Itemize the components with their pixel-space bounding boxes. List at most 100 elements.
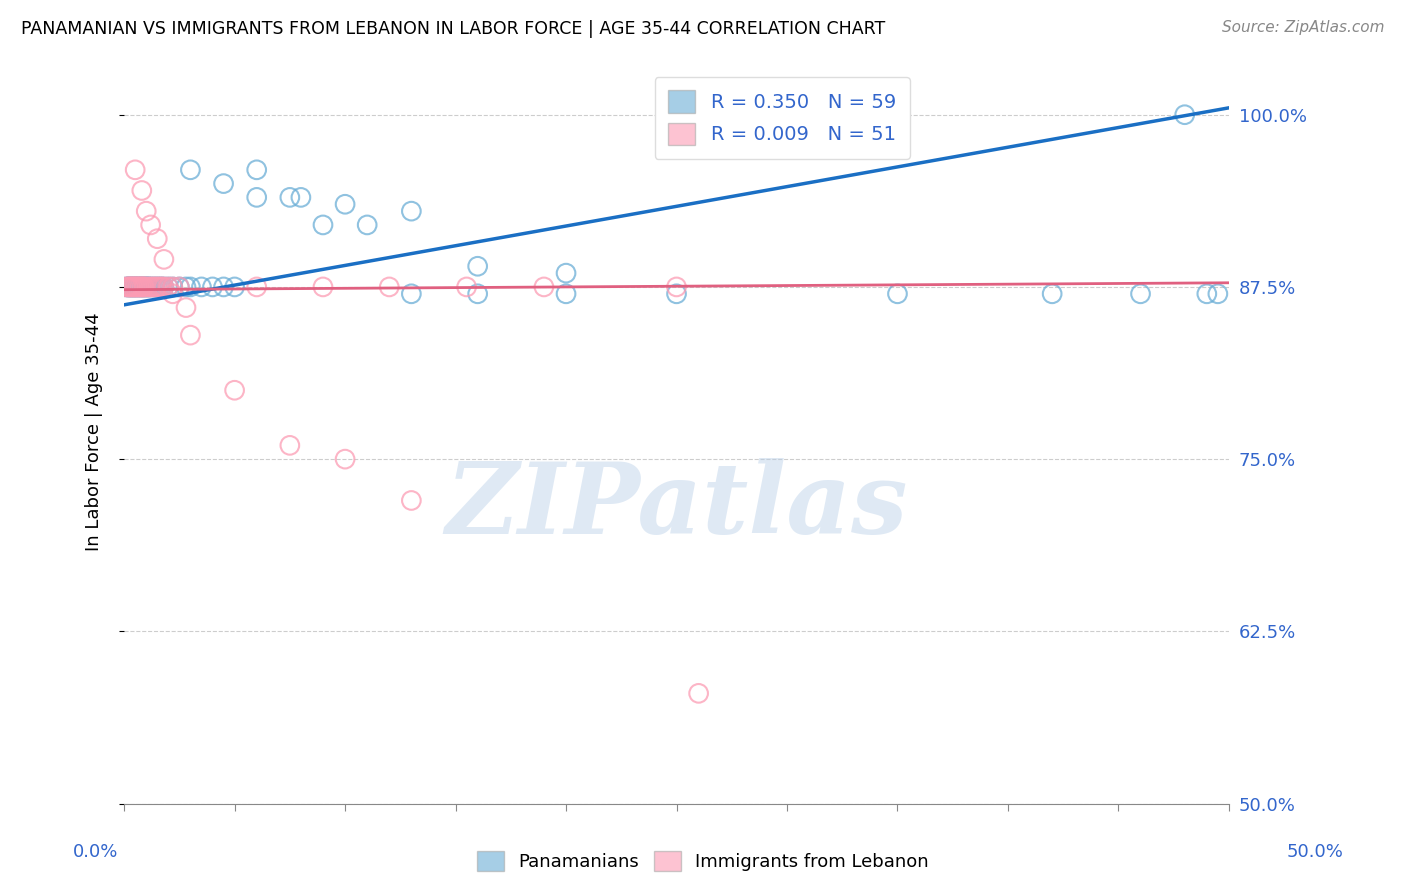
Point [124,280,146,294]
Point [153,280,176,294]
Point [131,184,153,198]
Point [128,280,150,294]
Point [162,280,184,294]
Point [124,280,146,294]
Point [124,162,146,177]
Point [131,280,153,294]
Point [246,162,269,177]
Point [132,280,155,294]
Point [138,280,160,294]
Point [124,280,146,294]
Point [278,438,301,452]
Point [117,280,139,294]
Point [143,280,166,294]
Text: 0.0%: 0.0% [73,843,118,861]
Text: Source: ZipAtlas.com: Source: ZipAtlas.com [1222,20,1385,35]
Point [356,218,378,232]
Text: PANAMANIAN VS IMMIGRANTS FROM LEBANON IN LABOR FORCE | AGE 35-44 CORRELATION CHA: PANAMANIAN VS IMMIGRANTS FROM LEBANON IN… [21,20,886,37]
Point [179,162,201,177]
Point [174,301,197,315]
Point [212,177,235,191]
Point [135,280,157,294]
Point [246,280,269,294]
Point [132,280,155,294]
Point [312,280,335,294]
Point [153,252,176,267]
Point [1174,108,1197,122]
Point [131,280,153,294]
Point [120,280,142,294]
Point [146,280,169,294]
Point [169,280,191,294]
Point [146,232,169,246]
Point [115,280,138,294]
Point [139,280,162,294]
Point [135,280,157,294]
Point [401,286,423,301]
Point [148,280,170,294]
Point [467,259,489,273]
Point [122,280,145,294]
Point [278,190,301,204]
Point [665,286,688,301]
Point [1206,286,1229,301]
Point [162,280,184,294]
Point [124,280,146,294]
Point [135,280,157,294]
Point [153,280,176,294]
Point [127,280,149,294]
Point [157,280,180,294]
Point [1129,286,1152,301]
Point [146,280,169,294]
Point [117,280,139,294]
Point [212,280,235,294]
Point [117,280,139,294]
Point [135,204,157,219]
Point [224,383,246,397]
Point [533,280,555,294]
Point [169,280,191,294]
Point [115,280,138,294]
Point [120,280,142,294]
Point [179,280,201,294]
Point [401,493,423,508]
Point [179,328,201,343]
Point [201,280,224,294]
Point [174,280,197,294]
Point [127,280,149,294]
Point [333,452,356,467]
Point [117,280,139,294]
Point [312,218,335,232]
Point [401,204,423,219]
Point [120,280,142,294]
Point [290,190,312,204]
Point [142,280,165,294]
Point [128,280,150,294]
Point [378,280,401,294]
Point [665,280,688,294]
Point [467,286,489,301]
Point [127,280,149,294]
Point [139,218,162,232]
Legend: R = 0.350   N = 59, R = 0.009   N = 51: R = 0.350 N = 59, R = 0.009 N = 51 [655,77,910,159]
Point [120,280,142,294]
Point [143,280,166,294]
Point [162,286,184,301]
Point [224,280,246,294]
Point [1195,286,1218,301]
Point [157,280,180,294]
Point [1040,286,1063,301]
Point [150,280,173,294]
Point [688,686,710,700]
Point [148,280,170,294]
Point [555,286,578,301]
Point [333,197,356,211]
Point [128,280,150,294]
Legend: Panamanians, Immigrants from Lebanon: Panamanians, Immigrants from Lebanon [470,844,936,879]
Point [555,266,578,280]
Point [122,280,145,294]
Point [139,280,162,294]
Point [122,280,145,294]
Point [138,280,160,294]
Point [131,280,153,294]
